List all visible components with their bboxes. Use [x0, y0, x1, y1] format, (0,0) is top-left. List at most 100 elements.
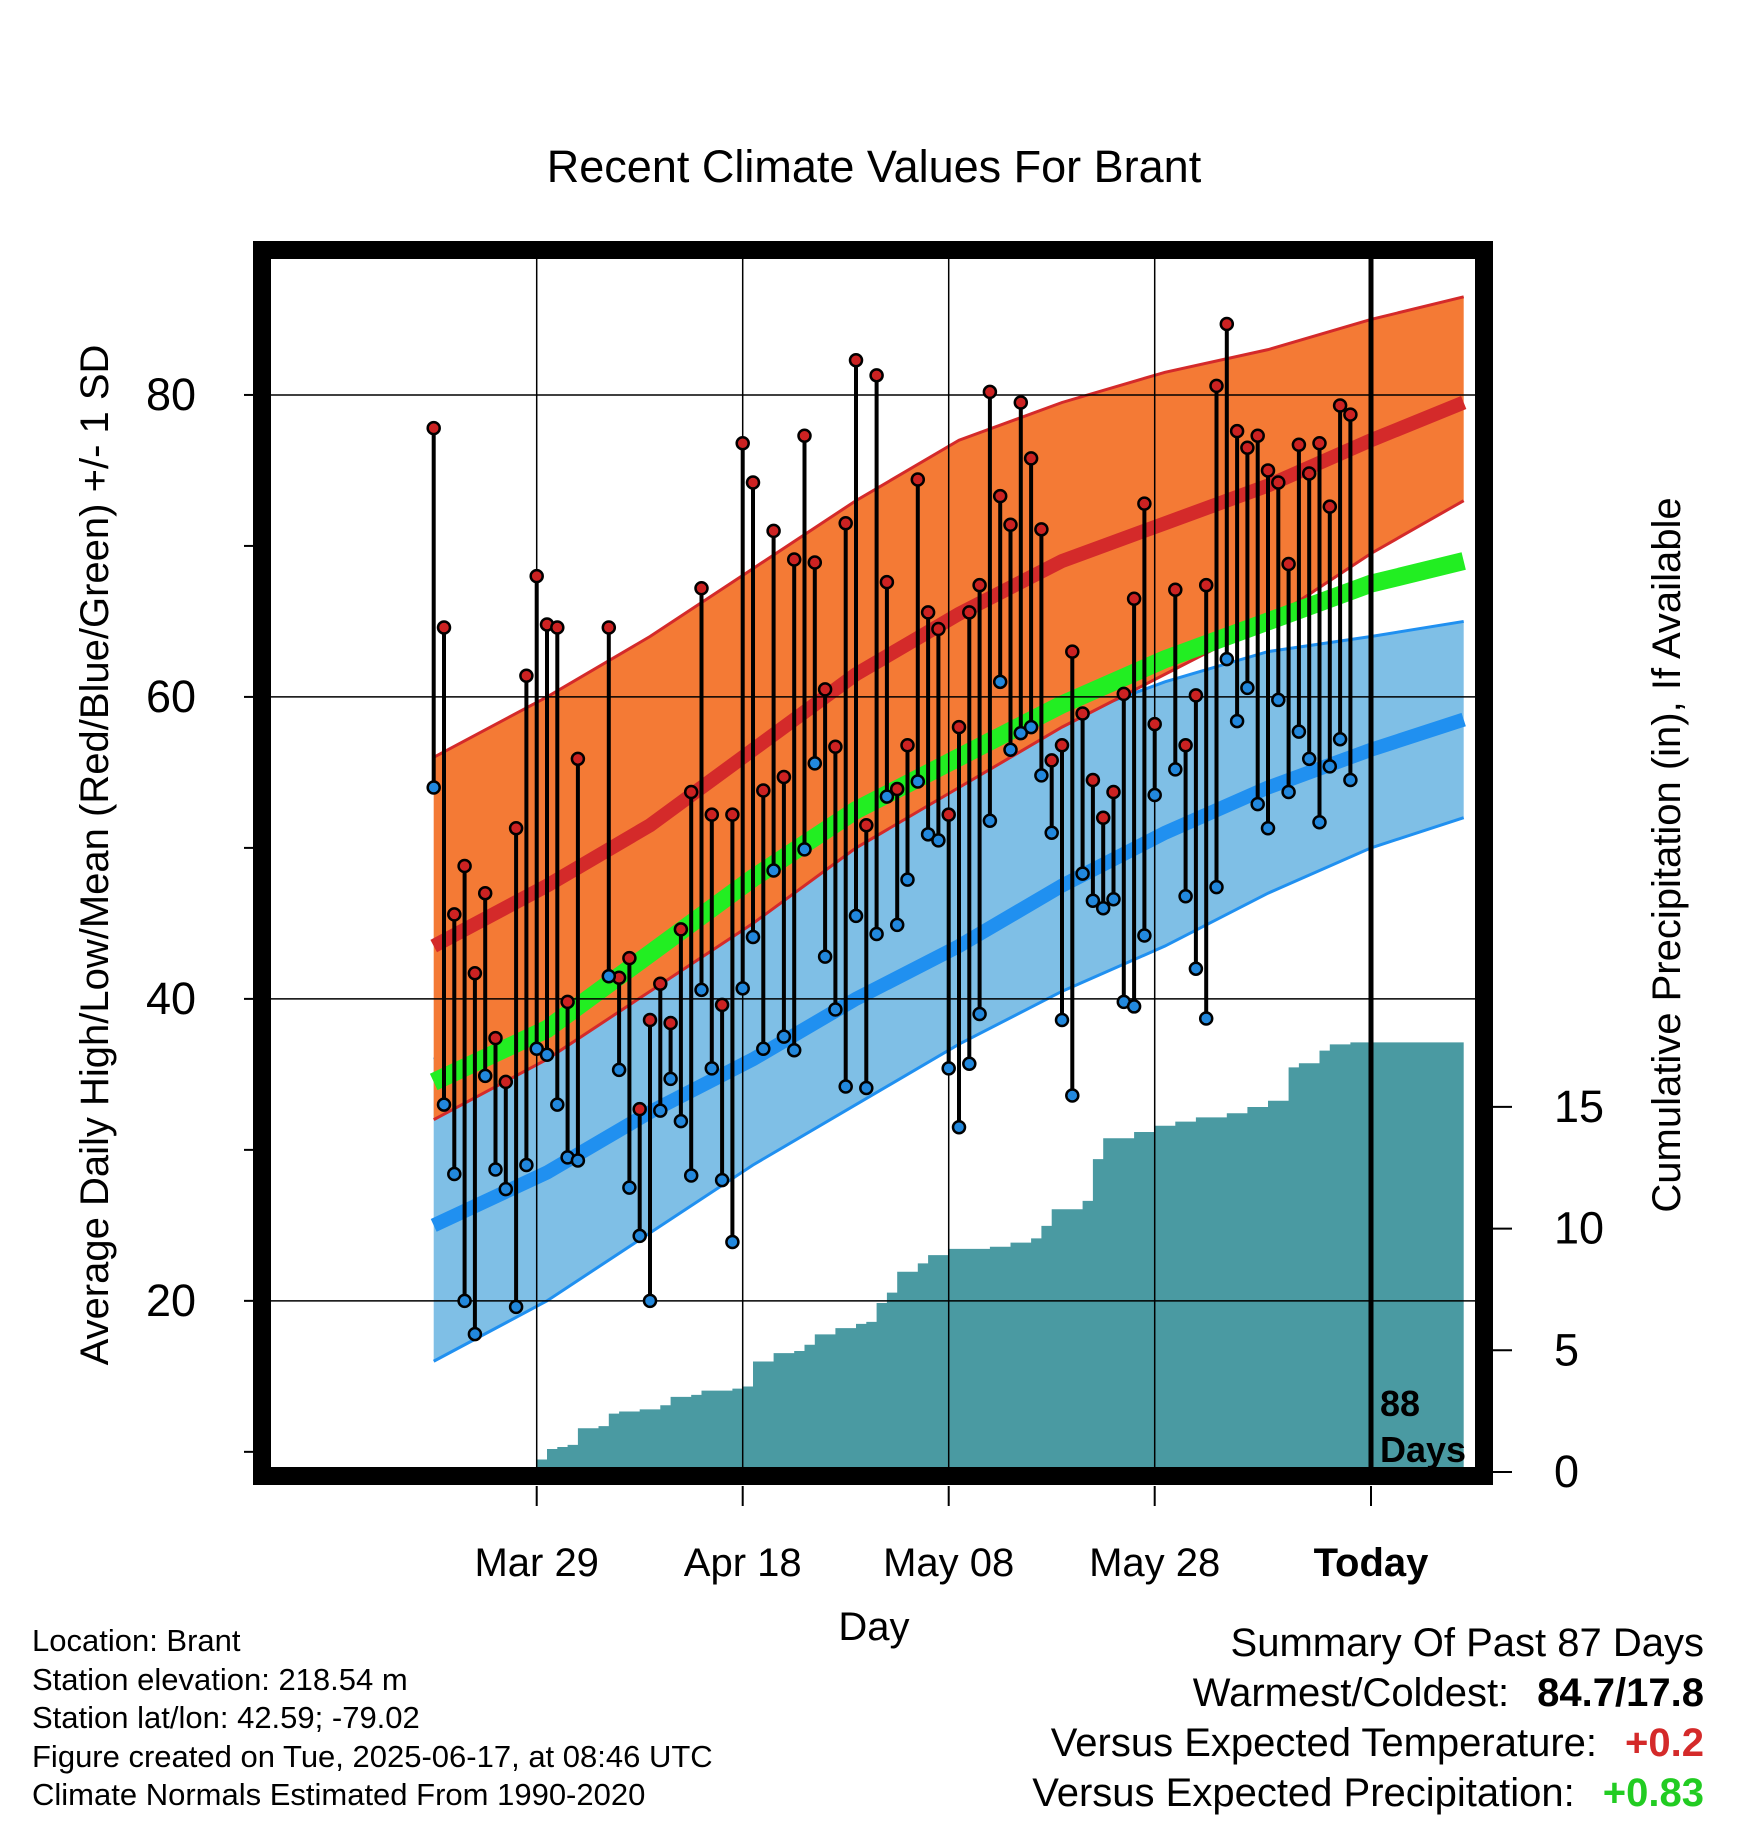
- low-temp-point: [1013, 725, 1029, 741]
- high-temp-point: [797, 428, 812, 443]
- high-sd-band-upper-edge: [432, 295, 1465, 759]
- high-temp-point: [673, 922, 689, 937]
- high-temp-point: [467, 965, 483, 981]
- high-temp-point: [931, 621, 946, 637]
- low-temp-point: [601, 968, 617, 984]
- high-temp-point: [694, 580, 709, 596]
- low-temp-point: [704, 1061, 720, 1076]
- low-temp-point: [1209, 879, 1224, 895]
- y2-tick-label: 0: [1554, 1446, 1579, 1497]
- low-temp-point: [920, 827, 936, 842]
- high-temp-point: [632, 1101, 647, 1117]
- high-temp-point: [570, 751, 586, 767]
- low-temp-point: [725, 1234, 740, 1250]
- high-temp-point: [889, 781, 905, 797]
- warmest-row: Warmest/Coldest: 84.7/17.8: [1032, 1668, 1704, 1718]
- low-temp-point: [539, 1047, 555, 1063]
- low-temp-point: [653, 1103, 668, 1118]
- summary-heading: Summary Of Past 87 Days: [1230, 1621, 1704, 1665]
- high-temp-point: [704, 807, 720, 822]
- high-temp-point: [1260, 463, 1276, 478]
- low-temp-point: [797, 842, 812, 857]
- precip-value: +0.83: [1602, 1771, 1704, 1815]
- low-temp-point: [1219, 651, 1235, 667]
- low-temp-point: [519, 1157, 534, 1173]
- high-temp-point: [766, 523, 781, 539]
- low-temp-point: [714, 1172, 730, 1188]
- high-temp-point: [869, 368, 884, 383]
- low-temp-point: [756, 1041, 771, 1056]
- low-temp-point: [457, 1293, 472, 1309]
- low-temp-point: [817, 949, 833, 964]
- y2-tick-label: 5: [1554, 1324, 1579, 1375]
- high-temp-point: [498, 1074, 514, 1090]
- low-temp-point: [1065, 1088, 1080, 1103]
- high-temp-point: [1178, 737, 1193, 753]
- low-temp-point: [1137, 928, 1152, 943]
- low-temp-point: [1075, 866, 1090, 881]
- low-temp-point: [879, 789, 895, 804]
- high-temp-point: [1065, 644, 1080, 659]
- high-temp-point: [1054, 737, 1070, 753]
- low-temp-point: [1229, 713, 1245, 729]
- location-text: Location: Brant: [32, 1623, 241, 1658]
- y2-axis-label: Cumulative Precipitation (in), If Availa…: [1645, 497, 1689, 1212]
- chart-title: Recent Climate Values For Brant: [547, 141, 1202, 192]
- low-temp-point: [807, 756, 823, 771]
- high-normal-line: [430, 396, 1467, 953]
- precip-label: Versus Expected Precipitation:: [1032, 1771, 1575, 1815]
- x-tick-label: May 08: [883, 1541, 1014, 1585]
- high-temp-point: [859, 818, 874, 833]
- y-tick-label: 80: [146, 369, 196, 420]
- high-temp-point: [529, 568, 544, 584]
- high-temp-point: [550, 620, 565, 635]
- low-temp-point: [992, 674, 1008, 690]
- low-temp-point: [694, 982, 709, 998]
- low-temp-point: [570, 1153, 586, 1168]
- high-temp-point: [828, 739, 843, 754]
- high-temp-point: [1312, 436, 1327, 451]
- low-temp-point: [673, 1113, 689, 1129]
- low-temp-point: [1343, 772, 1358, 788]
- high-temp-point: [1301, 466, 1317, 481]
- high-temp-point: [962, 605, 977, 620]
- high-temp-point: [951, 719, 967, 735]
- high-temp-point: [1003, 517, 1018, 533]
- x-tick-label: May 28: [1089, 1541, 1220, 1585]
- high-temp-point: [1147, 716, 1162, 732]
- low-temp-point: [1271, 692, 1286, 708]
- low-temp-point: [550, 1097, 565, 1112]
- y-tick-label: 60: [146, 671, 196, 722]
- high-temp-point: [838, 516, 853, 531]
- high-temp-point: [1281, 556, 1296, 572]
- high-temp-point: [1343, 407, 1358, 422]
- low-temp-point: [498, 1181, 514, 1197]
- low-temp-point: [1332, 731, 1348, 747]
- low-temp-point: [982, 813, 998, 828]
- low-temp-point: [622, 1180, 637, 1195]
- low-temp-point: [1168, 762, 1183, 777]
- warmest-label: Warmest/Coldest:: [1192, 1671, 1510, 1715]
- high-temp-point: [1219, 316, 1235, 332]
- low-temp-point: [910, 774, 926, 789]
- low-temp-point: [1260, 821, 1276, 836]
- created-text: Figure created on Tue, 2025-06-17, at 08…: [32, 1738, 713, 1774]
- low-temp-point: [1085, 893, 1101, 908]
- elevation-text: Station elevation: 218.54 m: [32, 1661, 408, 1697]
- x-tick-label: Mar 29: [474, 1541, 599, 1585]
- high-temp-point: [457, 858, 472, 874]
- high-temp-point: [477, 885, 493, 901]
- high-temp-point: [1013, 395, 1029, 410]
- low-temp-point: [1044, 825, 1059, 841]
- low-temp-point: [900, 872, 915, 887]
- temp-label: Versus Expected Temperature:: [1050, 1721, 1598, 1765]
- high-temp-point: [663, 1015, 678, 1031]
- high-temp-point: [1250, 428, 1265, 443]
- y-axis-label: Average Daily High/Low/Mean (Red/Blue/Gr…: [73, 345, 117, 1366]
- high-temp-point: [1291, 437, 1307, 453]
- x-axis-label: Day: [838, 1605, 909, 1649]
- low-temp-point: [941, 1061, 956, 1076]
- high-temp-point: [1095, 810, 1111, 825]
- low-temp-point: [426, 780, 441, 795]
- low-temp-point: [529, 1041, 544, 1056]
